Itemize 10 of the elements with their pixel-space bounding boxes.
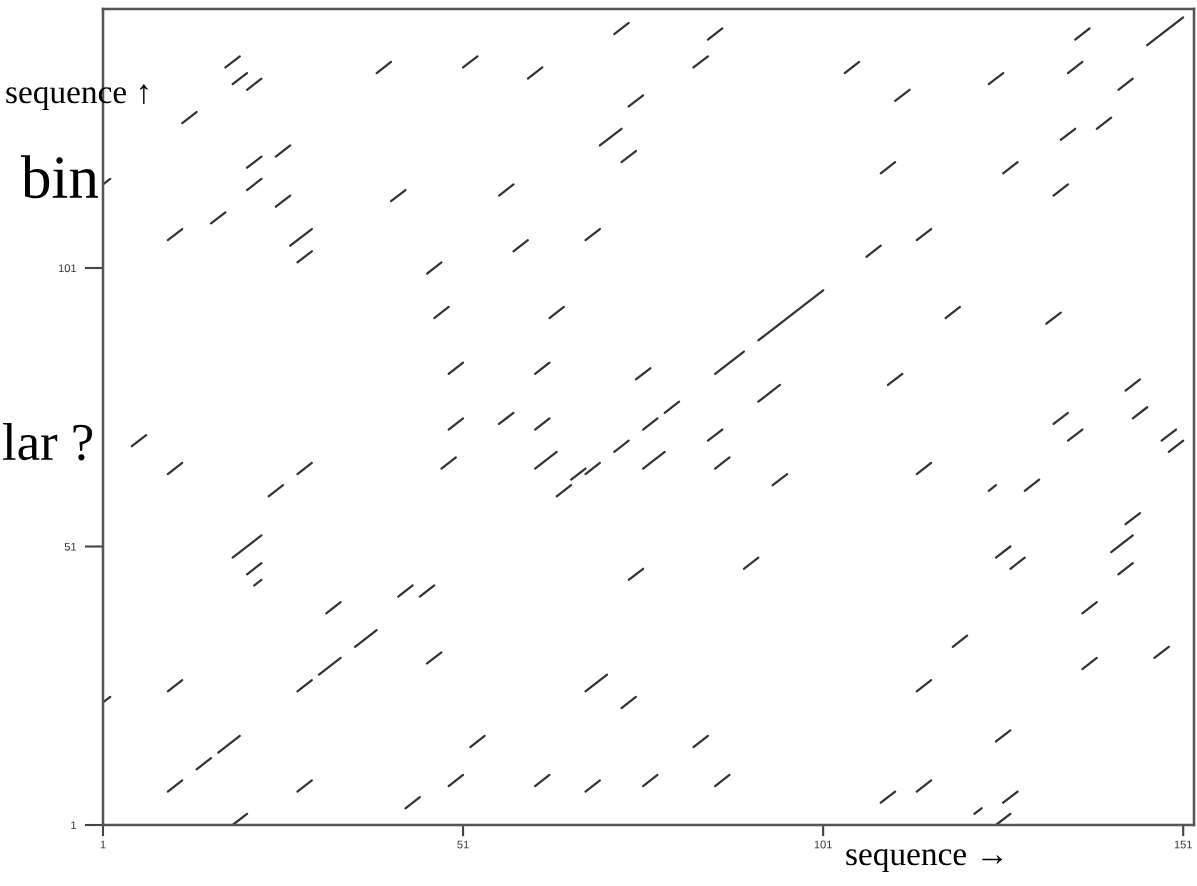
y-tick-label: 1 [71, 821, 77, 830]
text: bin [20, 155, 99, 199]
x-tick-label: 151 [1174, 840, 1192, 849]
y-tick-label: 101 [58, 264, 77, 273]
x-tick-label: 51 [457, 840, 469, 849]
x-tick-label: 1 [100, 840, 106, 849]
text: sequence → [846, 848, 1003, 873]
y-tick-label: 51 [64, 542, 77, 551]
text: lar ? [3, 423, 93, 461]
x-tick-label: 101 [814, 840, 832, 849]
